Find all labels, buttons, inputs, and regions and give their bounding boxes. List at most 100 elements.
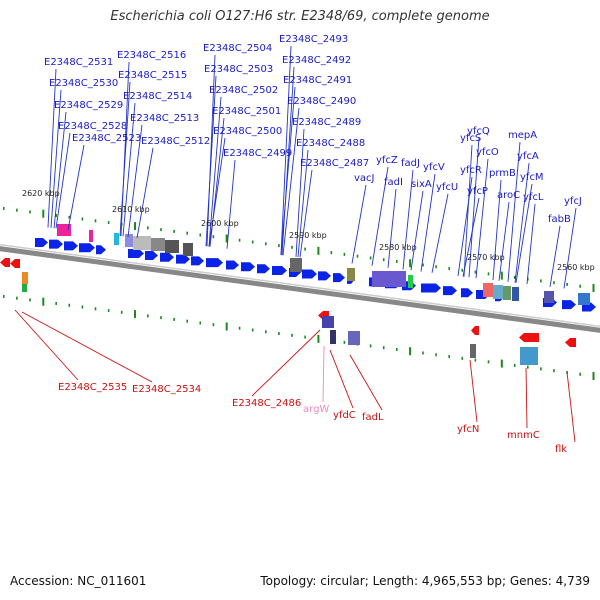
label-leader-line [514, 162, 530, 283]
label-leader-line [297, 149, 309, 258]
feature-block [503, 286, 511, 300]
feature-block [544, 291, 554, 303]
reverse-gene-arrow [519, 333, 539, 342]
feature-block [57, 224, 71, 236]
label-leader-line [431, 193, 449, 273]
gene-label: yfcA [517, 151, 539, 162]
gene-label: E2348C_2488 [296, 138, 365, 149]
tick-mark [579, 284, 581, 288]
label-leader-line [206, 54, 216, 247]
forward-gene-labels: E2348C_2531E2348C_2530E2348C_2529E2348C_… [44, 34, 582, 225]
length-label: Length: [372, 574, 419, 588]
label-leader-lines [14, 45, 577, 443]
tick-mark [199, 321, 202, 325]
map-title: Escherichia coli O127:H6 str. E2348/69, … [110, 9, 490, 24]
gene-label: E2348C_2486 [232, 398, 301, 409]
gene-label: prmB [489, 168, 516, 179]
tick-mark [553, 281, 555, 285]
tick-mark [238, 238, 241, 242]
tick-mark [107, 309, 110, 313]
forward-gene-arrow [241, 262, 255, 272]
feature-block [22, 284, 27, 292]
forward-gene-arrow [461, 288, 473, 298]
feature-block [133, 236, 151, 250]
tick-mark [29, 210, 31, 214]
forward-gene-arrow [64, 241, 78, 251]
tick-mark [160, 316, 162, 320]
backbone-line [0, 246, 600, 333]
tick-mark [540, 367, 542, 371]
tick-mark [16, 296, 18, 300]
gene-label: yfcZ [376, 155, 398, 166]
tick-mark [278, 332, 280, 336]
forward-gene-arrow [318, 271, 331, 281]
gene-label: E2348C_2530 [49, 78, 118, 89]
tick-mark [134, 222, 136, 231]
tick-mark [147, 314, 149, 318]
tick-mark [592, 371, 595, 380]
accession-info: Accession: NC_011601 [10, 574, 146, 588]
tick-mark [120, 310, 123, 314]
backbone-highlight [0, 243, 600, 328]
forward-gene-arrow [333, 273, 345, 283]
gene-label: yfcM [520, 172, 544, 183]
tick-mark [81, 217, 84, 221]
gene-label: flk [555, 444, 567, 455]
label-leader-line [127, 124, 143, 238]
gene-label: yfdC [333, 410, 356, 421]
tick-mark [186, 231, 188, 235]
tick-mark [422, 351, 424, 355]
tick-mark [29, 298, 31, 302]
feature-block [520, 347, 538, 365]
tick-mark [317, 246, 320, 255]
gene-label: yfcJ [564, 196, 582, 207]
label-leader-line [295, 128, 305, 257]
feature-block [512, 287, 519, 301]
label-leader-line [351, 184, 367, 264]
label-leader-line [282, 107, 300, 256]
gene-label: E2348C_2512 [141, 136, 210, 147]
forward-gene-arrow [421, 283, 441, 293]
tick-mark [238, 326, 241, 330]
tick-mark [16, 208, 18, 212]
length-value: 4,965,553 bp [421, 574, 502, 588]
tick-mark [160, 228, 162, 232]
label-leader-line [322, 345, 325, 403]
feature-layer [0, 224, 596, 365]
tick-mark [212, 323, 215, 327]
tick-mark [448, 267, 450, 271]
tick-mark [540, 279, 542, 283]
tick-mark [94, 219, 97, 223]
gene-label: sixA [411, 179, 432, 190]
genes-value: 4,739 [555, 574, 590, 588]
label-leader-line [251, 329, 321, 397]
gene-label: E2348C_2531 [44, 57, 113, 68]
tick-mark [382, 258, 385, 262]
tick-mark [278, 244, 280, 248]
gene-label: yfcO [476, 147, 499, 158]
label-leader-line [549, 225, 561, 287]
tick-mark [55, 301, 57, 305]
forward-gene-arrow [35, 238, 48, 247]
tick-mark [527, 365, 529, 369]
scale-label: 2620 kbp [22, 189, 60, 198]
tick-mark [513, 275, 516, 279]
tick-mark [369, 256, 372, 260]
tick-mark [134, 310, 136, 319]
gene-label: E2348C_2490 [287, 96, 356, 107]
feature-block [330, 330, 336, 344]
forward-gene-arrow [206, 258, 223, 268]
tick-mark [42, 209, 45, 218]
gene-label: E2348C_2514 [123, 91, 192, 102]
tick-mark [251, 240, 254, 244]
label-leader-line [21, 311, 153, 383]
label-leader-line [507, 141, 521, 282]
gene-label: E2348C_2500 [213, 126, 282, 137]
tick-mark [435, 265, 437, 269]
forward-gene-arrow [272, 265, 287, 275]
gene-label: E2348C_2489 [292, 117, 361, 128]
gene-label: E2348C_2513 [130, 113, 199, 124]
forward-gene-arrow [176, 254, 190, 264]
